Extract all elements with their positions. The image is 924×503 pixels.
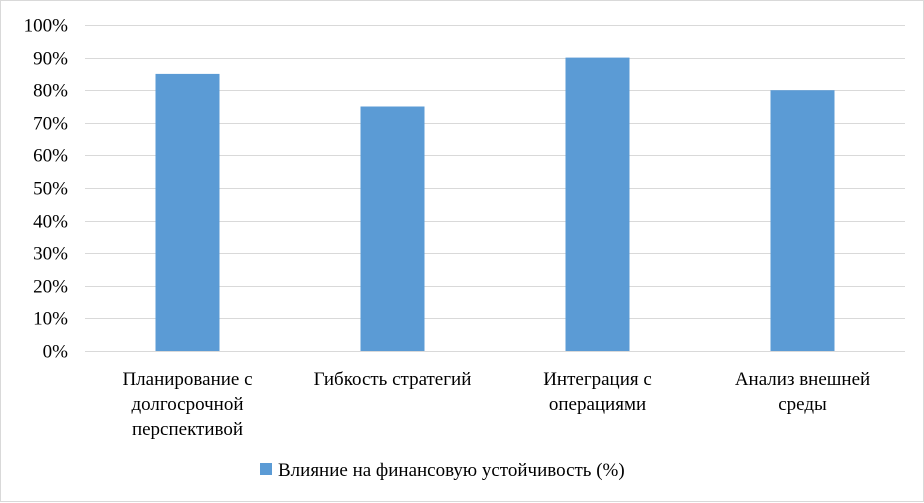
x-category-label: Планирование с [122,369,252,390]
y-tick-label: 0% [43,342,69,363]
x-category-label: операциями [549,394,646,415]
x-axis-category-labels: Планирование с долгосрочной перспективой Ги… [122,369,870,440]
y-tick-label: 20% [33,277,68,298]
x-category-label: Анализ внешней [735,369,870,390]
legend-label: Влияние на финансовую устойчивость (%) [278,460,625,481]
bar [155,73,220,352]
gridlines [85,25,905,319]
y-tick-label: 80% [33,81,68,102]
bar [360,106,425,351]
bars [155,57,835,352]
x-category-label: долгосрочной [131,394,243,415]
x-category-label: Гибкость стратегий [314,369,472,390]
y-tick-label: 30% [33,244,68,265]
y-tick-label: 70% [33,114,68,135]
y-axis-tick-labels: 0% 10% 20% 30% 40% 50% 60% 70% 80% 90% 100% [24,16,69,363]
y-tick-label: 90% [33,49,68,70]
legend-swatch [260,463,272,475]
y-tick-label: 10% [33,309,68,330]
y-tick-label: 50% [33,179,68,200]
y-tick-label: 60% [33,146,68,167]
legend: Влияние на финансовую устойчивость (%) [260,460,625,481]
y-tick-label: 100% [24,16,69,37]
x-category-label: среды [778,394,827,415]
x-category-label: перспективой [132,419,243,440]
x-category-label: Интеграция с [543,369,652,390]
bar [565,57,630,351]
bar [770,90,835,351]
y-tick-label: 40% [33,212,68,233]
